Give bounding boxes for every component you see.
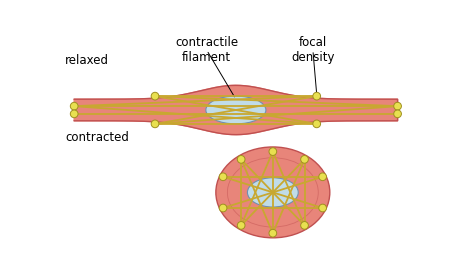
- Circle shape: [269, 229, 277, 237]
- Text: contracted: contracted: [65, 131, 129, 144]
- Circle shape: [313, 120, 320, 128]
- Circle shape: [313, 92, 320, 100]
- Circle shape: [269, 148, 277, 155]
- Text: focal
density: focal density: [291, 36, 335, 64]
- Circle shape: [394, 110, 402, 118]
- Circle shape: [301, 156, 308, 163]
- Circle shape: [319, 173, 326, 181]
- Text: contractile
filament: contractile filament: [175, 36, 238, 64]
- Circle shape: [151, 120, 159, 128]
- Circle shape: [219, 173, 227, 181]
- Circle shape: [237, 222, 245, 229]
- Circle shape: [301, 222, 308, 229]
- Polygon shape: [74, 85, 397, 135]
- Circle shape: [319, 204, 326, 212]
- Text: relaxed: relaxed: [65, 54, 109, 67]
- Circle shape: [219, 204, 227, 212]
- Circle shape: [151, 92, 159, 100]
- Ellipse shape: [248, 178, 298, 207]
- Circle shape: [237, 156, 245, 163]
- Circle shape: [71, 110, 78, 118]
- Ellipse shape: [206, 96, 266, 124]
- Circle shape: [71, 102, 78, 110]
- Ellipse shape: [227, 158, 318, 227]
- Ellipse shape: [216, 147, 330, 238]
- Circle shape: [394, 102, 402, 110]
